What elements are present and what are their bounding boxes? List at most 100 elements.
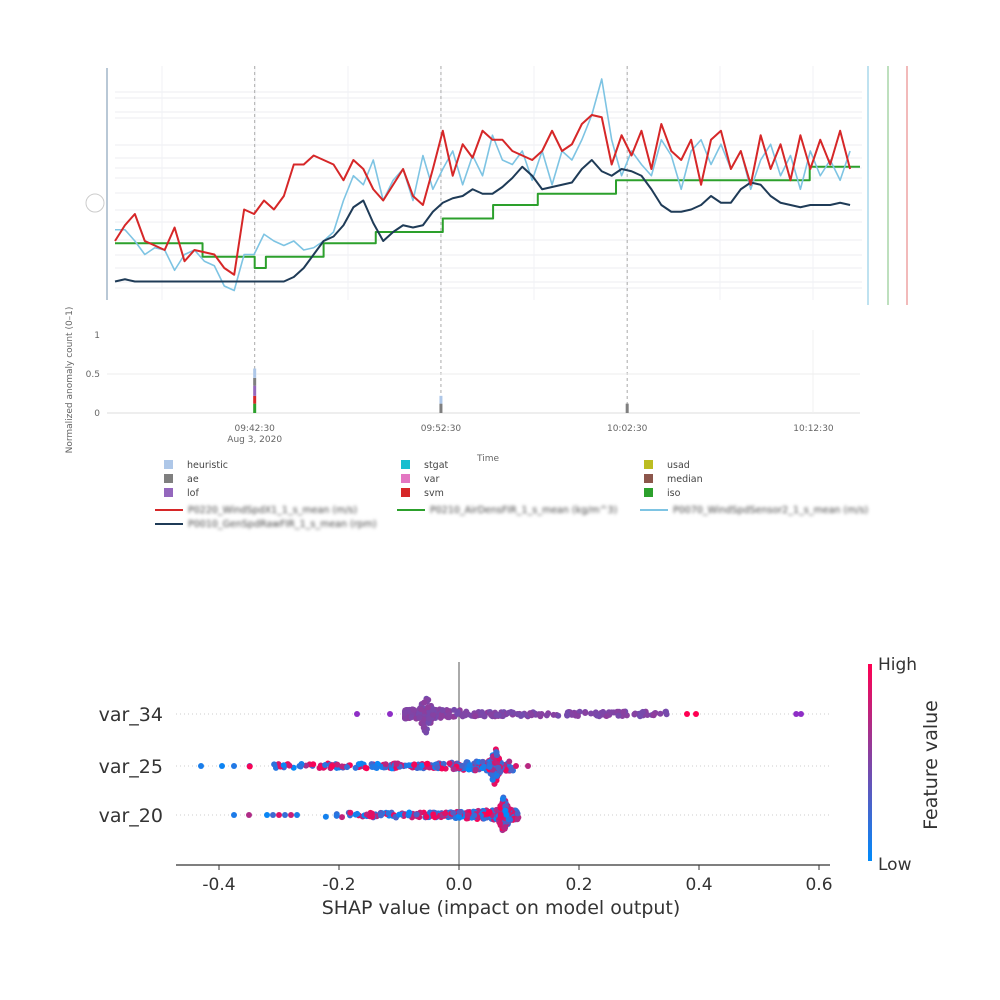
shap-point [620,708,627,715]
shap-point [479,758,486,765]
legend-swatch-iso [644,488,653,497]
shap-point [355,761,362,768]
shap-point [608,709,615,716]
shap-point [502,807,509,814]
shap-point [514,816,521,823]
shap-point [338,814,345,821]
shap-outlier-point [793,711,800,717]
legend-label-lof: lof [187,488,199,499]
shap-point [317,764,324,771]
shap-point [322,813,329,820]
shap-point [497,804,504,811]
timeseries-chart [85,66,908,413]
shap-outlier-point [684,711,690,717]
shap-point [368,811,375,818]
shap-point [440,760,447,767]
shap-point [460,711,467,718]
shap-point [514,810,521,817]
chart-legend: heuristic ae lof stgat var svm usad median iso P0… [155,460,868,530]
bar-segment-ae [253,377,257,386]
legend-swatch-var [401,474,410,483]
shap-point [497,811,504,818]
legend-label-ae: ae [187,474,199,485]
legend-label-iso: iso [667,488,681,499]
anomaly-count-chart: 0 0.5 1 Normalized anomaly count (0–1) 09:42… [65,307,860,464]
legend-line-label: P0220_WindSpdX1_1_s_mean (m/s) [188,505,357,516]
shap-outlier-point [276,812,282,818]
shap-point [471,812,478,819]
shap-point [499,795,506,802]
shap-point [493,772,500,779]
shap-point [418,762,425,769]
feature-label: var_34 [99,704,163,726]
legend-label-median: median [667,474,703,485]
shap-point [587,710,594,717]
shap-point [481,763,488,770]
shap-outlier-point [513,763,519,769]
shap-point [663,711,670,718]
shap-point [354,810,361,817]
shap-outlier-point [270,812,276,818]
shap-point [493,749,500,756]
shap-point [536,711,543,718]
shap-outlier-point [231,763,237,769]
shap-outlier-point [246,812,252,818]
shap-point [402,715,409,722]
shap-point [508,766,515,773]
legend-label-usad: usad [667,460,690,471]
shap-point [408,714,415,721]
bar-segment-svm [253,395,257,404]
series-line-P0210 [115,165,860,269]
legend-line-label: P0070_WindSpdSensor2_1_s_mean (m/s) [673,505,868,516]
shap-point [421,723,428,730]
legend-swatch-stgat [401,460,410,469]
shap-point [489,776,496,783]
legend-swatch-svm [401,488,410,497]
shap-point [650,712,657,719]
shap-point [445,711,452,718]
shap-point [631,711,638,718]
shap-point [438,765,445,772]
shap-outlier-point [282,812,288,818]
legend-line-label: P0210_AirDensFIR_1_s_mean (kg/m^3) [430,505,617,516]
legend-swatch-heuristic [164,460,173,469]
shap-point [639,708,646,715]
shap-point [487,711,494,718]
shap-point [310,761,317,768]
shap-point [486,763,493,770]
bar-segment-lof [253,385,257,396]
shap-point [615,712,622,719]
x-tick-label: -0.2 [322,875,355,895]
shap-point [328,763,335,770]
shap-point [481,713,488,720]
shap-point [430,811,437,818]
shap-outlier-point [219,763,225,769]
shap-point [396,811,403,818]
shap-point [502,824,509,831]
legend-label-stgat: stgat [424,460,449,471]
shap-outlier-point [198,763,204,769]
shap-point [439,707,446,714]
bar-segment-heuristic [439,395,443,404]
shap-point [429,706,436,713]
shap-outlier-point [231,812,237,818]
shap-outlier-point [693,711,699,717]
shap-point [423,760,430,767]
shap-point [592,709,599,716]
shap-point [442,810,449,817]
shap-point [458,762,465,769]
shap-point [506,758,513,765]
x-tick-label: 0.4 [685,875,712,895]
shap-point [297,763,304,770]
colorbar-low-label: Low [878,855,912,875]
legend-label-heuristic: heuristic [187,460,228,471]
x-axis-title: SHAP value (impact on model output) [322,897,681,919]
shap-point [527,711,534,718]
colorbar-high-label: High [878,655,917,675]
x-tick-label: 0.0 [445,875,472,895]
legend-swatch-usad [644,460,653,469]
shap-point [450,766,457,773]
shap-point [347,809,354,816]
zero-marker-icon [85,193,105,213]
shap-point [393,760,400,767]
